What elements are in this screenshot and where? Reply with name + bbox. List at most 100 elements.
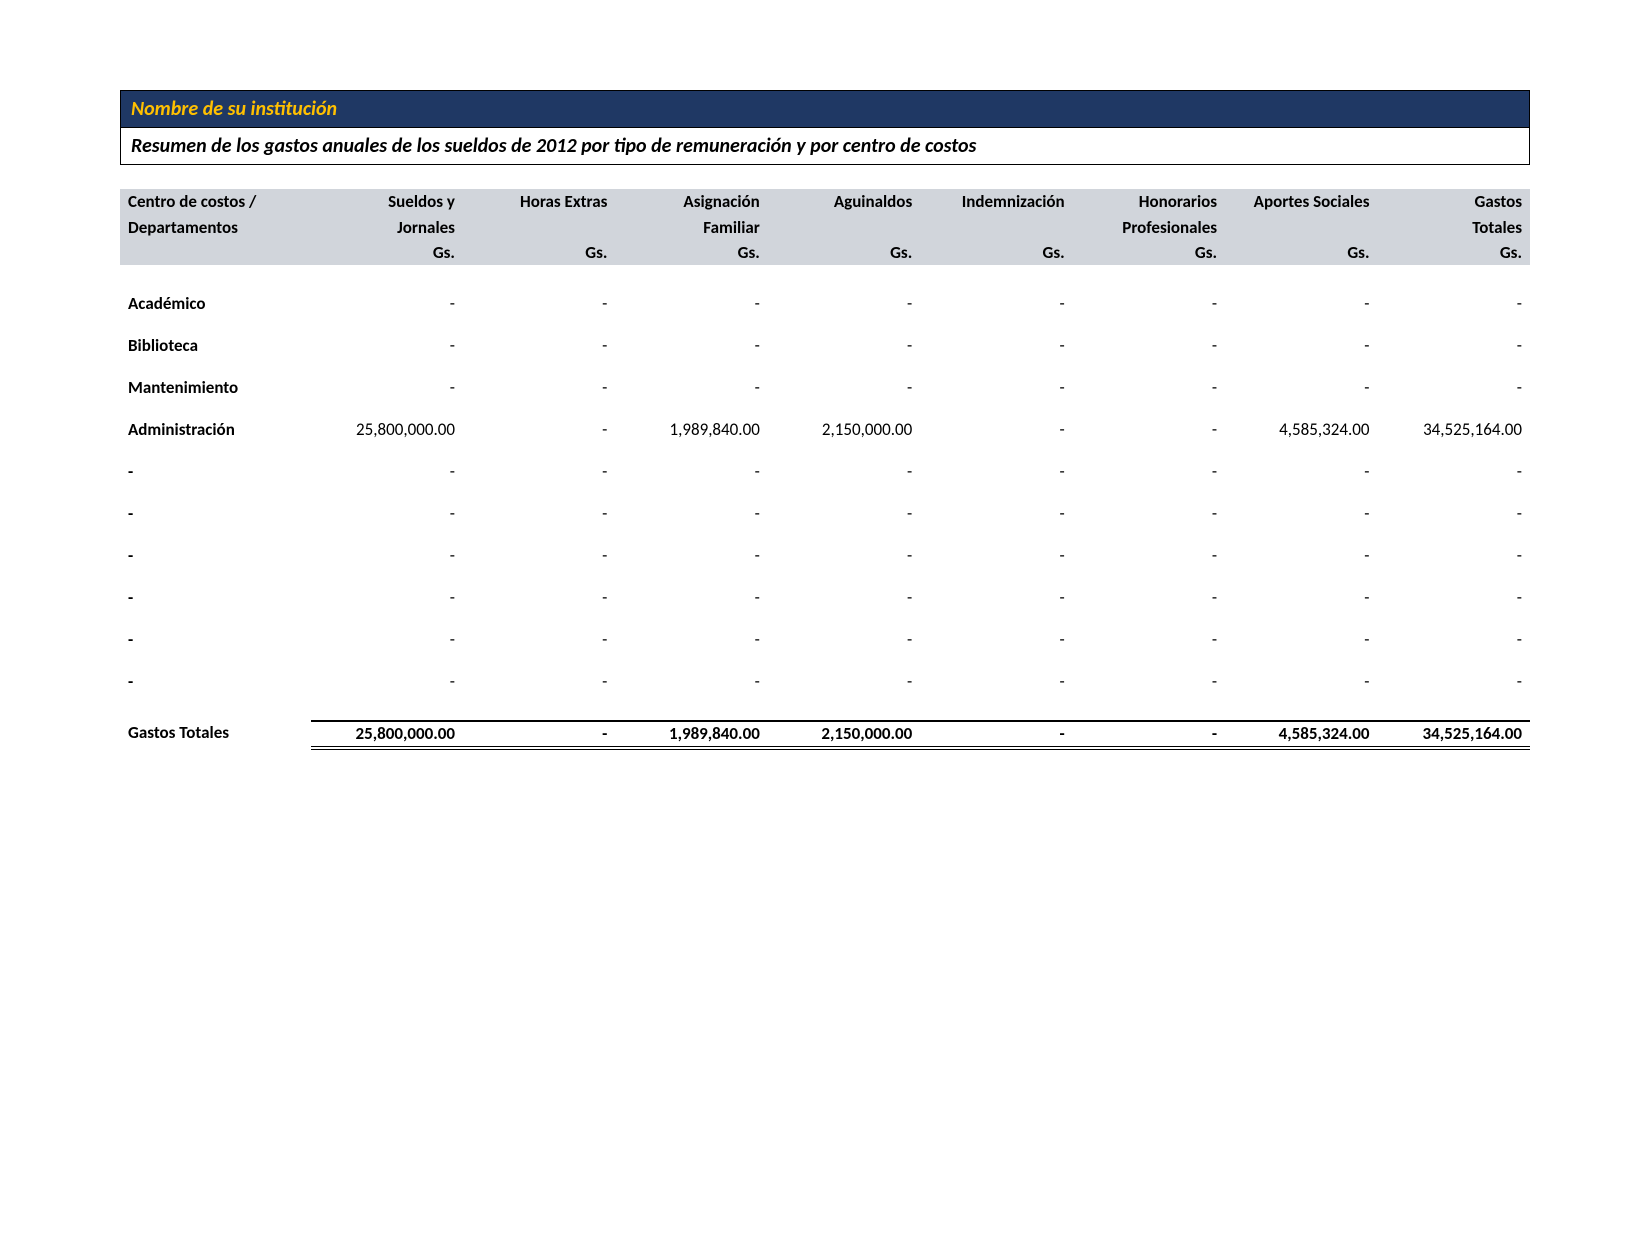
table-row: --------- — [120, 493, 1530, 535]
col-header: Honorarios — [1073, 189, 1225, 215]
row-cell: - — [463, 577, 615, 619]
col-header: Aportes Sociales — [1225, 189, 1377, 215]
row-cell: - — [1073, 619, 1225, 661]
row-cell: - — [311, 619, 463, 661]
row-cell: - — [920, 535, 1072, 577]
row-cell: - — [311, 661, 463, 703]
row-cell: - — [615, 535, 767, 577]
institution-label: Nombre de su institución — [131, 97, 337, 121]
row-cell: - — [463, 493, 615, 535]
col-header — [768, 215, 920, 241]
row-cell: - — [1378, 451, 1531, 493]
page: Nombre de su institución Resumen de los … — [0, 0, 1650, 1240]
row-cell: 1,989,840.00 — [615, 409, 767, 451]
row-cell: - — [463, 283, 615, 325]
row-cell: - — [1225, 661, 1377, 703]
totals-cell: 2,150,000.00 — [768, 721, 920, 748]
row-cell: - — [920, 577, 1072, 619]
row-cell: - — [768, 535, 920, 577]
totals-cell: 25,800,000.00 — [311, 721, 463, 748]
totals-cell: - — [920, 721, 1072, 748]
row-cell: - — [768, 493, 920, 535]
table-body: Académico--------Biblioteca--------Mante… — [120, 265, 1530, 721]
row-cell: - — [615, 619, 767, 661]
row-cell: - — [1378, 493, 1531, 535]
row-cell: - — [615, 577, 767, 619]
row-cell: - — [1378, 325, 1531, 367]
col-header: Profesionales — [1073, 215, 1225, 241]
row-label: - — [120, 493, 311, 535]
totals-cell: 1,989,840.00 — [615, 721, 767, 748]
row-cell: - — [1073, 367, 1225, 409]
totals-label: Gastos Totales — [120, 721, 311, 748]
row-cell: - — [1225, 535, 1377, 577]
row-cell: - — [920, 367, 1072, 409]
table-row: Académico-------- — [120, 283, 1530, 325]
row-cell: - — [615, 325, 767, 367]
row-cell: - — [1073, 493, 1225, 535]
row-cell: - — [920, 325, 1072, 367]
table-row: --------- — [120, 661, 1530, 703]
report-subtitle: Resumen de los gastos anuales de los sue… — [131, 134, 976, 158]
row-cell: - — [463, 535, 615, 577]
row-cell: - — [768, 367, 920, 409]
col-unit: Gs. — [920, 241, 1072, 265]
row-cell: - — [311, 325, 463, 367]
table-row: --------- — [120, 535, 1530, 577]
institution-title-bar: Nombre de su institución — [120, 90, 1530, 128]
row-cell: - — [1073, 577, 1225, 619]
row-cell: - — [1225, 451, 1377, 493]
totals-cell: 34,525,164.00 — [1378, 721, 1531, 748]
totals-cell: - — [463, 721, 615, 748]
row-cell: - — [1378, 577, 1531, 619]
row-cell: - — [311, 535, 463, 577]
table-row: Administración25,800,000.00-1,989,840.00… — [120, 409, 1530, 451]
table-row: Biblioteca-------- — [120, 325, 1530, 367]
col-unit: Gs. — [1073, 241, 1225, 265]
row-cell: - — [463, 325, 615, 367]
row-cell: 2,150,000.00 — [768, 409, 920, 451]
col-unit: Gs. — [615, 241, 767, 265]
row-cell: - — [1225, 367, 1377, 409]
totals-cell: 4,585,324.00 — [1225, 721, 1377, 748]
row-cell: - — [615, 367, 767, 409]
col-unit: Gs. — [311, 241, 463, 265]
row-cell: 34,525,164.00 — [1378, 409, 1531, 451]
table-row: Mantenimiento-------- — [120, 367, 1530, 409]
table-footer: Gastos Totales 25,800,000.00 - 1,989,840… — [120, 721, 1530, 748]
col-header: Departamentos — [120, 215, 311, 241]
row-cell: - — [1225, 283, 1377, 325]
row-cell: - — [920, 283, 1072, 325]
table-row: --------- — [120, 451, 1530, 493]
col-header — [920, 215, 1072, 241]
row-cell: - — [1073, 451, 1225, 493]
col-unit: Gs. — [463, 241, 615, 265]
row-cell: - — [1378, 619, 1531, 661]
col-header: Totales — [1378, 215, 1531, 241]
report-subtitle-bar: Resumen de los gastos anuales de los sue… — [120, 128, 1530, 165]
row-label: - — [120, 661, 311, 703]
col-unit: Gs. — [1225, 241, 1377, 265]
col-header: Centro de costos / — [120, 189, 311, 215]
row-label: Mantenimiento — [120, 367, 311, 409]
row-cell: - — [1225, 325, 1377, 367]
row-cell: - — [1378, 661, 1531, 703]
row-cell: - — [615, 283, 767, 325]
col-header: Familiar — [615, 215, 767, 241]
col-header — [1225, 215, 1377, 241]
row-cell: - — [1378, 367, 1531, 409]
col-unit: Gs. — [768, 241, 920, 265]
row-cell: - — [768, 619, 920, 661]
row-cell: - — [463, 409, 615, 451]
col-header: Jornales — [311, 215, 463, 241]
table-row: --------- — [120, 619, 1530, 661]
col-header: Horas Extras — [463, 189, 615, 215]
col-header: Gastos — [1378, 189, 1531, 215]
row-cell: - — [920, 409, 1072, 451]
row-label: Biblioteca — [120, 325, 311, 367]
expense-summary-table: Centro de costos / Sueldos y Horas Extra… — [120, 189, 1530, 750]
col-header: Aguinaldos — [768, 189, 920, 215]
row-cell: - — [311, 283, 463, 325]
row-cell: - — [1378, 283, 1531, 325]
col-unit: Gs. — [1378, 241, 1531, 265]
